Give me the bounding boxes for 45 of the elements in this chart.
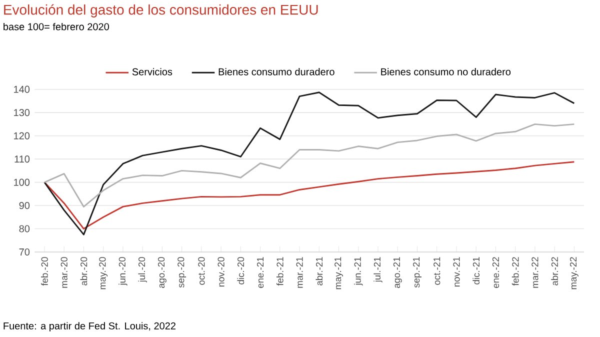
x-tick-label: sep.-21	[413, 257, 422, 288]
x-tick-label: jun.-21	[354, 257, 363, 286]
x-tick-label: may.-20	[99, 257, 108, 290]
x-tick-label: may.-21	[334, 257, 343, 290]
x-tick-label: jun.-20	[118, 257, 128, 286]
x-tick-label: dic.-21	[472, 257, 480, 284]
x-tick-label: ene.-22	[492, 257, 500, 288]
x-tick-label: abr.-22	[551, 257, 558, 286]
line-series	[44, 123, 575, 208]
line-series	[44, 92, 575, 236]
y-tick-label: 90	[19, 202, 30, 210]
y-tick-label: 140	[14, 86, 30, 93]
legend-label: Servicios	[132, 68, 172, 76]
y-tick-label: 80	[19, 225, 30, 232]
y-tick-label: 110	[14, 156, 30, 163]
y-tick-label: 120	[14, 132, 30, 140]
x-tick-label: abr.-21	[316, 257, 323, 286]
x-tick-label: jul.-20	[138, 257, 147, 282]
x-tick-label: nov.-20	[218, 257, 224, 287]
legend-label: Bienes consumo no duradero	[381, 68, 511, 76]
x-tick-label: sep.-20	[178, 257, 186, 288]
x-tick-label: feb.-20	[41, 257, 48, 286]
x-tick-label: ene.-21	[256, 257, 264, 288]
x-tick-label: jul.-21	[374, 257, 382, 282]
chart-subtitle: base 100= febrero 2020	[4, 22, 109, 30]
x-tick-label: feb.-22	[512, 257, 519, 286]
x-tick-label: mar.-22	[532, 257, 538, 288]
chart-title: Evolución del gasto de los consumidores en EEUU	[4, 4, 318, 18]
source-note: Fuente: a partir de Fed St. Louis, 2022	[4, 322, 176, 332]
x-tick-label: mar.-20	[60, 257, 68, 288]
x-tick-label: feb.-21	[276, 257, 284, 286]
x-tick-label: dic.-20	[237, 257, 244, 284]
x-tick-label: ago.-21	[393, 257, 402, 288]
x-tick-label: ago.-20	[158, 257, 166, 288]
y-tick-label: 70	[19, 248, 30, 256]
x-tick-label: nov.-21	[453, 257, 460, 287]
legend-label: Bienes consumo duradero	[218, 68, 334, 76]
x-tick-label: may.-22	[570, 257, 578, 290]
x-tick-label: mar.-21	[296, 257, 303, 288]
x-tick-label: oct.-20	[198, 257, 205, 285]
y-tick-label: 130	[14, 109, 30, 116]
x-tick-label: oct.-21	[434, 257, 440, 285]
line-series	[44, 161, 575, 230]
y-tick-label: 100	[14, 178, 30, 186]
x-tick-label: abr.-20	[80, 257, 88, 286]
